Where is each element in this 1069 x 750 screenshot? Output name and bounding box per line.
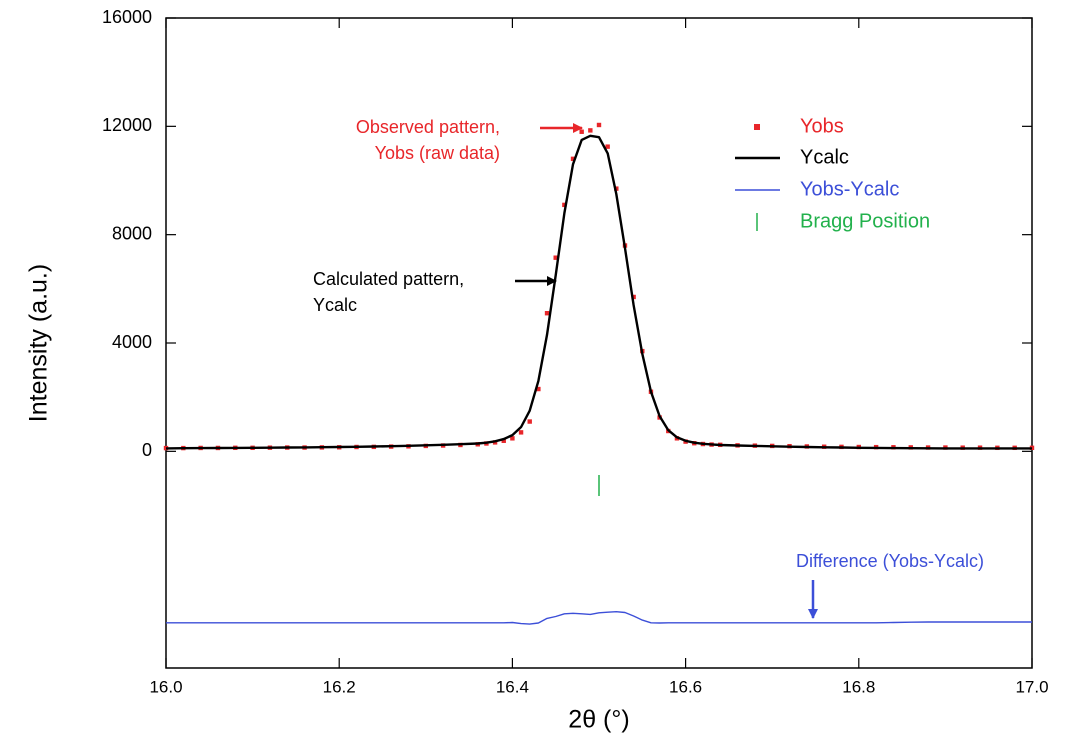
series-line xyxy=(166,611,1032,625)
annotation: Calculated pattern, xyxy=(313,269,464,289)
y-tick-label: 4000 xyxy=(112,332,152,352)
y-tick-label: 16000 xyxy=(102,7,152,27)
annotation: Difference (Yobs-Ycalc) xyxy=(796,551,984,571)
x-tick-label: 16.8 xyxy=(842,677,875,696)
y-tick-label: 12000 xyxy=(102,115,152,135)
legend-label: Yobs xyxy=(800,115,844,137)
x-tick-label: 16.4 xyxy=(496,677,529,696)
x-axis-title: 2θ (°) xyxy=(568,706,629,734)
annotation: Ycalc xyxy=(313,295,357,315)
legend-label: Yobs-Ycalc xyxy=(800,178,899,200)
data-point xyxy=(579,129,584,134)
data-point xyxy=(570,156,576,162)
data-point xyxy=(501,438,506,443)
data-point xyxy=(553,255,558,260)
annotation: Yobs (raw data) xyxy=(375,143,500,163)
data-point xyxy=(631,294,636,300)
data-point xyxy=(596,122,602,128)
y-tick-label: 0 xyxy=(142,440,152,460)
series-line xyxy=(165,134,1032,450)
x-tick-label: 16.6 xyxy=(669,677,702,696)
y-tick-label: 8000 xyxy=(112,223,152,243)
x-tick-label: 16.0 xyxy=(149,677,182,696)
x-tick-label: 16.2 xyxy=(323,677,356,696)
x-tick-label: 17.0 xyxy=(1015,677,1048,696)
data-point xyxy=(605,144,610,149)
data-point xyxy=(510,436,515,441)
y-axis-title: Intensity (a.u.) xyxy=(25,264,53,422)
data-point xyxy=(536,386,541,392)
annotation: Observed pattern, xyxy=(356,117,500,137)
legend-label: Ycalc xyxy=(800,146,849,168)
data-point xyxy=(544,311,550,316)
data-point xyxy=(527,419,532,424)
data-point xyxy=(562,202,567,208)
legend-marker xyxy=(754,124,760,130)
legend-label: Bragg Position xyxy=(800,210,930,232)
data-point xyxy=(518,430,524,435)
data-point xyxy=(588,128,593,133)
